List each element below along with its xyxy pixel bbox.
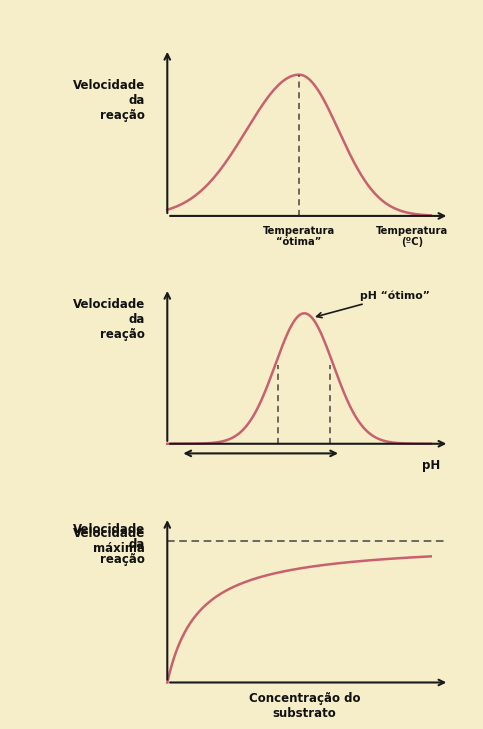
Text: Velocidade
da
reação: Velocidade da reação [72, 523, 145, 566]
Text: pH “ótimo”: pH “ótimo” [317, 290, 429, 318]
Text: Velocidade
da
reação: Velocidade da reação [72, 298, 145, 341]
Text: Velocidade
da
reação: Velocidade da reação [72, 79, 145, 122]
Text: pH: pH [422, 459, 440, 472]
Text: Temperatura
(ºC): Temperatura (ºC) [376, 225, 448, 247]
Text: Temperatura
“ótima”: Temperatura “ótima” [263, 225, 335, 247]
Text: Velocidade
máxima: Velocidade máxima [72, 527, 145, 555]
Text: Concentração do
substrato: Concentração do substrato [249, 692, 360, 720]
